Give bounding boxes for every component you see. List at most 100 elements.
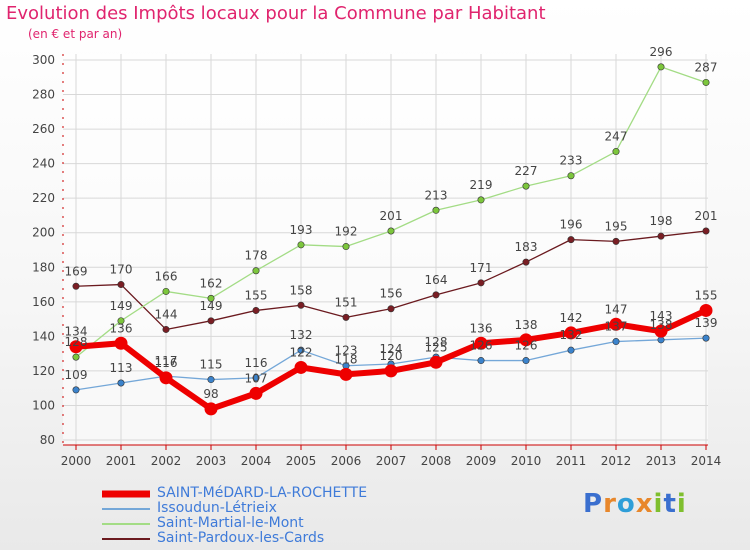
data-point [609,317,623,331]
data-label: 115 [200,358,223,372]
data-label: 117 [155,354,178,368]
data-point [294,360,308,374]
x-tick-label: 2013 [646,454,677,468]
chart-subtitle: (en € et par an) [28,27,123,41]
logo-letter: i [676,489,687,519]
data-label: 198 [650,214,673,228]
x-tick-label: 2009 [466,454,497,468]
data-point [522,357,530,365]
data-point [204,402,218,416]
x-tick-label: 2001 [106,454,137,468]
data-point [69,340,83,354]
data-point [207,317,215,325]
data-point [384,364,398,378]
data-label: 166 [155,269,178,283]
y-tick-label: 280 [32,88,55,102]
data-point [612,148,620,156]
logo-letter: t [663,489,677,519]
logo-letter: i [653,489,664,519]
data-point [117,281,125,289]
data-point [114,336,128,350]
data-point [72,282,80,290]
data-label: 149 [110,299,133,313]
data-label: 296 [650,45,673,59]
data-point [702,78,710,86]
data-label: 125 [425,340,448,354]
y-tick-label: 240 [32,157,55,171]
data-point [297,241,305,249]
data-point [567,346,575,354]
data-label: 134 [65,325,88,339]
logo-letter: o [616,489,636,519]
y-tick-label: 120 [32,364,55,378]
data-label: 116 [245,356,268,370]
y-tick-label: 300 [32,53,55,67]
y-tick-label: 140 [32,329,55,343]
data-point [657,232,665,240]
y-tick-label: 180 [32,260,55,274]
data-label: 136 [470,321,493,335]
data-point [342,313,350,321]
data-label: 183 [515,240,538,254]
data-point [117,379,125,387]
legend-label: Saint-Martial-le-Mont [157,515,304,531]
data-label: 144 [155,307,178,321]
x-tick-label: 2003 [196,454,227,468]
data-label: 201 [380,209,403,223]
data-point [297,301,305,309]
data-point [162,325,170,333]
data-label: 169 [65,264,88,278]
data-point [162,287,170,295]
data-label: 116 [155,356,178,370]
data-point [567,236,575,244]
data-label: 142 [560,311,583,325]
data-point [432,291,440,299]
data-point [612,338,620,346]
data-label: 233 [560,154,583,168]
data-point [387,305,395,313]
data-label: 124 [380,342,403,356]
data-label: 162 [200,276,223,290]
data-point [72,386,80,394]
legend-label: SAINT-MéDARD-LA-ROCHETTE [157,485,368,501]
data-label: 143 [650,309,673,323]
data-label: 147 [605,302,628,316]
y-tick-label: 160 [32,295,55,309]
data-label: 126 [515,339,538,353]
data-label: 155 [695,288,718,302]
data-label: 113 [110,361,133,375]
data-label: 164 [425,273,448,287]
data-label: 120 [380,349,403,363]
data-label: 149 [200,299,223,313]
data-point [249,386,263,400]
data-label: 201 [695,209,718,223]
x-tick-label: 2012 [601,454,632,468]
chart-title: Evolution des Impôts locaux pour la Comm… [6,3,546,24]
data-point [252,306,260,314]
data-point [657,63,665,71]
x-tick-label: 2007 [376,454,407,468]
data-label: 196 [560,218,583,232]
y-tick-label: 260 [32,122,55,136]
data-point [207,294,215,302]
data-point [342,243,350,251]
plot-area [63,54,708,445]
data-point [522,182,530,190]
logo-letter: P [583,489,604,519]
data-point [477,357,485,365]
y-tick-label: 80 [40,433,55,447]
logo-letter: r [603,489,617,519]
data-point [72,353,80,361]
x-tick-label: 2014 [691,454,722,468]
data-label: 193 [290,223,313,237]
data-label: 170 [110,263,133,277]
data-label: 178 [245,249,268,263]
proxiti-logo: Proxiti [583,489,687,519]
data-label: 155 [245,288,268,302]
data-label: 151 [335,295,358,309]
data-label: 247 [605,130,628,144]
data-point [387,227,395,235]
logo-letter: x [635,489,654,519]
